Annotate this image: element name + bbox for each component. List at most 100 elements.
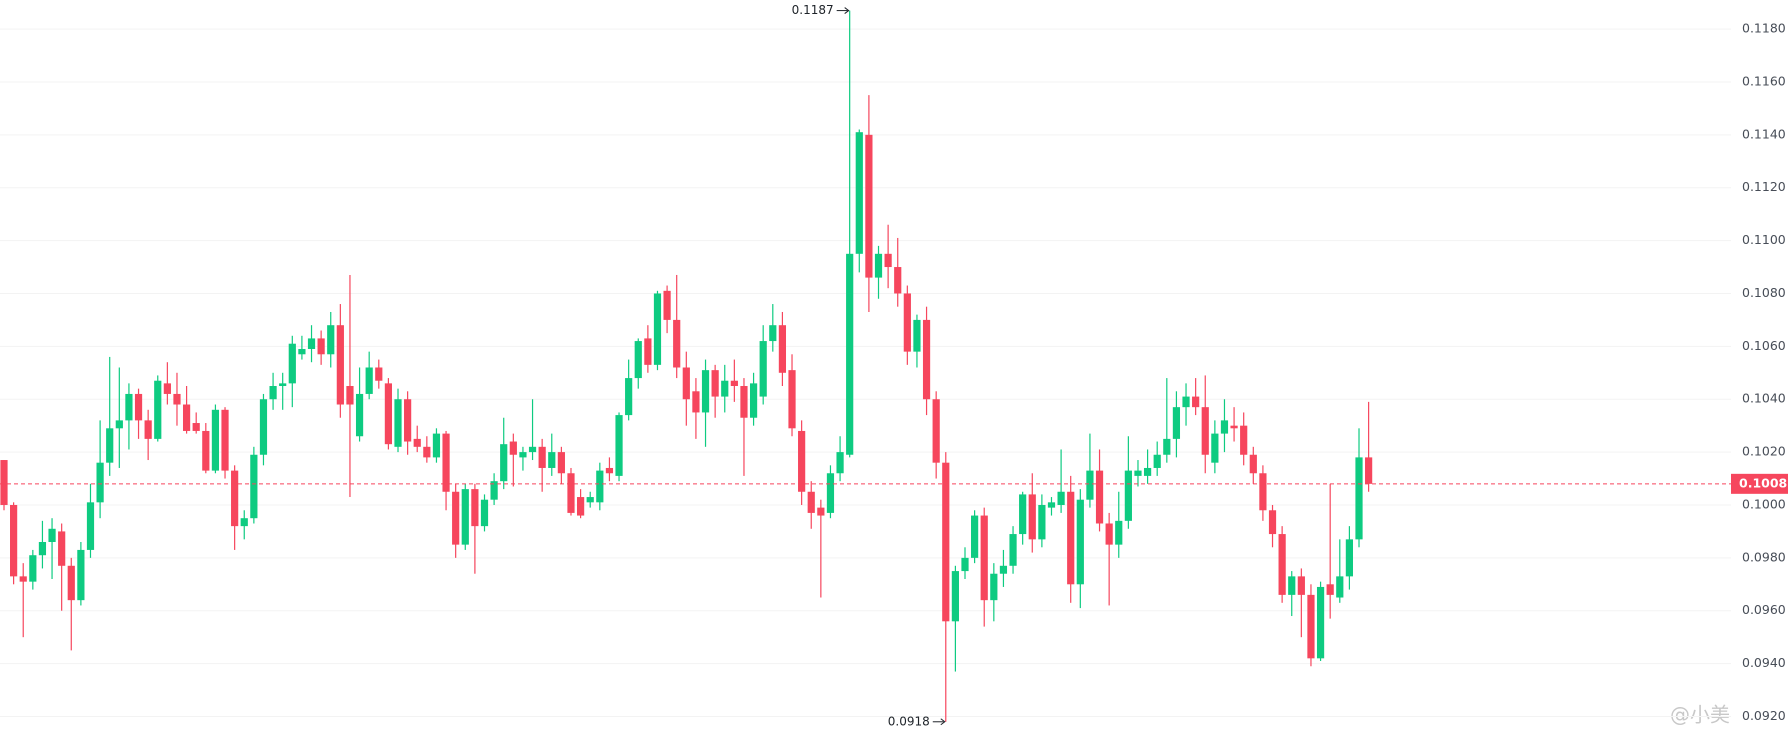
candle-body <box>1220 420 1229 434</box>
candle-body <box>509 441 517 455</box>
candle-body <box>884 253 892 268</box>
y-tick-label: 0.1040 <box>1742 391 1786 406</box>
candle-body <box>134 393 143 421</box>
candle-body <box>163 383 171 394</box>
extreme-arrowhead <box>844 7 850 14</box>
candle-body <box>1038 504 1046 540</box>
candle-body <box>942 462 950 622</box>
candle-body <box>865 134 873 278</box>
candle-body <box>192 423 200 431</box>
candle-body <box>788 370 796 429</box>
y-tick-label: 0.1120 <box>1742 179 1786 194</box>
y-tick-label: 0.0960 <box>1742 602 1786 617</box>
candle-body <box>336 325 344 405</box>
candle-body <box>701 370 710 413</box>
candle-body <box>38 541 47 556</box>
candle-body <box>922 319 931 400</box>
y-tick-label: 0.1180 <box>1742 21 1786 36</box>
candle-body <box>490 481 498 500</box>
candle-body <box>855 132 863 254</box>
y-tick-label: 0.1080 <box>1742 285 1786 300</box>
candle-body <box>1076 499 1084 585</box>
candle-body <box>317 338 325 355</box>
y-tick-label: 0.1140 <box>1742 126 1786 141</box>
candle-body <box>432 433 441 458</box>
extreme-label: 0.0918 <box>888 714 930 728</box>
last-price-box <box>1731 473 1788 494</box>
candle-body <box>86 502 95 550</box>
candle-body <box>346 386 354 405</box>
candle-body <box>404 399 412 442</box>
candle-body <box>798 430 806 492</box>
candle-body <box>711 370 719 397</box>
candle-body <box>1182 396 1190 408</box>
candle-body <box>48 528 56 542</box>
candle-body <box>1095 470 1104 524</box>
candle-body <box>721 380 729 397</box>
candle-body <box>990 573 998 601</box>
candle-body <box>327 325 335 355</box>
candle-body <box>1307 594 1315 659</box>
candle-body <box>807 491 815 513</box>
candle-body <box>461 489 469 545</box>
candle-body <box>279 383 287 387</box>
candle-body <box>0 460 8 505</box>
candle-body <box>519 452 527 458</box>
candle-body <box>394 399 402 447</box>
y-tick-label: 0.1060 <box>1742 338 1786 353</box>
candle-body <box>826 473 835 513</box>
candle-body <box>596 470 604 503</box>
candle-body <box>355 393 364 437</box>
candle-body <box>1240 425 1248 455</box>
candle-body <box>471 489 479 527</box>
candle-body <box>769 325 777 342</box>
candle-body <box>384 383 392 445</box>
candle-body <box>980 515 988 601</box>
y-tick-label: 0.0920 <box>1742 708 1786 723</box>
candle-body <box>615 415 623 476</box>
candle-body <box>221 409 229 471</box>
candle-body <box>1009 534 1017 566</box>
candle-body <box>1326 584 1334 595</box>
extreme-arrowhead <box>940 718 946 726</box>
candle-body <box>288 343 296 384</box>
candle-body <box>577 497 585 516</box>
candle-body <box>894 267 902 294</box>
candle-body <box>538 446 546 468</box>
candle-body <box>1134 470 1142 476</box>
candle-body <box>240 518 248 527</box>
candle-body <box>932 399 940 463</box>
candle-body <box>1047 502 1056 508</box>
candle-body <box>1067 491 1075 585</box>
candle-body <box>1365 457 1373 484</box>
candle-body <box>423 446 431 458</box>
candle-body <box>202 430 210 471</box>
candle-body <box>1355 457 1363 540</box>
candle-body <box>269 386 277 400</box>
candle-body <box>1086 470 1094 500</box>
candle-body <box>125 393 133 421</box>
candle-body <box>605 467 614 474</box>
candle-body <box>1115 520 1123 545</box>
candle-body <box>903 293 911 352</box>
candle-body <box>1249 454 1257 474</box>
y-tick-label: 0.0940 <box>1742 655 1786 670</box>
candle-body <box>413 438 421 447</box>
candle-body <box>682 367 690 400</box>
candle-body <box>1268 510 1277 535</box>
candle-body <box>1288 576 1296 595</box>
candle-body <box>96 462 104 503</box>
candle-body <box>1201 407 1209 455</box>
candle-body <box>154 380 162 439</box>
candle-body <box>625 378 633 416</box>
candle-body <box>298 348 306 355</box>
candle-body <box>182 404 191 431</box>
candle-body <box>730 380 738 387</box>
candle-body <box>1192 396 1200 408</box>
candle-body <box>500 444 508 482</box>
candle-body <box>673 319 681 368</box>
candle-body <box>1297 576 1305 595</box>
candle-body <box>10 504 18 577</box>
candle-body <box>231 470 239 527</box>
